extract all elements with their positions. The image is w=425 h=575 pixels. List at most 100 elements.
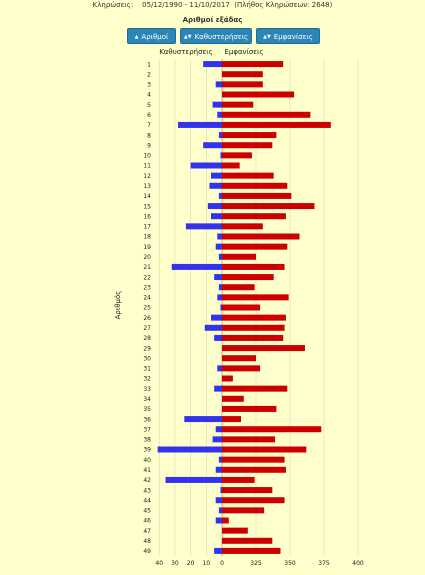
- category-label: 41: [143, 467, 151, 474]
- category-label: 42: [143, 477, 151, 484]
- appearance-bar: [222, 385, 288, 392]
- category-label: 18: [143, 234, 151, 241]
- appearance-bar: [222, 263, 285, 270]
- x-tick-label: 375: [318, 560, 330, 567]
- appearance-bar: [222, 81, 263, 88]
- appearance-bar: [222, 111, 311, 118]
- category-label: 17: [143, 224, 151, 231]
- delay-bar: [204, 324, 222, 331]
- category-label: 4: [147, 92, 151, 99]
- sort-numbers-button[interactable]: ▲ Αριθμοί: [127, 28, 176, 44]
- category-label: 11: [143, 163, 151, 170]
- category-label: 1: [147, 61, 151, 68]
- delay-bar: [217, 294, 222, 301]
- category-label: 10: [143, 153, 151, 160]
- category-label: 23: [143, 284, 151, 291]
- category-label: 16: [143, 213, 151, 220]
- category-label: 44: [143, 497, 151, 504]
- delay-bar: [215, 81, 222, 88]
- appearance-bar: [222, 152, 252, 159]
- sort-delays-label: Καθυστερήσεις: [194, 33, 249, 41]
- delays-header: Καθυστερήσεις: [159, 48, 213, 56]
- appearance-bar: [222, 436, 276, 443]
- delay-bar: [215, 466, 222, 473]
- sort-icon: ▲▼: [263, 34, 271, 40]
- appearance-bar: [222, 61, 284, 68]
- draw-count: (Πλήθος Κληρώσεων: 2648): [234, 1, 333, 9]
- delay-bar: [218, 253, 222, 260]
- category-label: 39: [143, 447, 151, 454]
- delay-bar: [217, 111, 222, 118]
- delay-bar: [184, 416, 222, 423]
- delay-bar: [190, 162, 222, 169]
- delay-bar: [220, 487, 222, 494]
- delay-bar: [217, 365, 222, 372]
- category-label: 27: [143, 325, 151, 332]
- delay-bar: [214, 334, 222, 341]
- delay-bar: [214, 547, 222, 554]
- appearance-bar: [222, 172, 274, 179]
- category-label: 33: [143, 386, 151, 393]
- category-label: 45: [143, 508, 151, 515]
- appearance-bar: [222, 253, 256, 260]
- category-label: 9: [147, 142, 151, 149]
- sort-up-icon: ▲: [134, 34, 139, 40]
- appearance-bar: [222, 547, 281, 554]
- delay-bar: [212, 436, 222, 443]
- category-label: 7: [147, 122, 151, 129]
- delay-bar: [211, 314, 222, 321]
- category-label: 43: [143, 487, 151, 494]
- appearance-bar: [222, 71, 263, 78]
- delay-bar: [218, 456, 222, 463]
- appearance-bar: [222, 487, 273, 494]
- appearance-bar: [222, 416, 242, 423]
- category-label: 30: [143, 355, 151, 362]
- delay-bar: [214, 385, 222, 392]
- category-label: 22: [143, 274, 151, 281]
- sort-icon: ▲▼: [183, 34, 192, 40]
- category-label: 49: [143, 548, 151, 555]
- appearance-bar: [222, 466, 286, 473]
- sort-appearances-button[interactable]: ▲▼ Εμφανίσεις: [256, 28, 320, 44]
- category-label: 37: [143, 426, 151, 433]
- appearance-bar: [222, 355, 256, 362]
- appearance-bar: [222, 476, 255, 483]
- category-label: 26: [143, 315, 151, 322]
- category-label: 2: [147, 71, 151, 78]
- delay-bar: [215, 243, 222, 250]
- category-label: 29: [143, 345, 151, 352]
- appearance-bar: [222, 304, 261, 311]
- appearance-bar: [222, 405, 277, 412]
- x-tick-label: 0: [220, 560, 224, 567]
- category-label: 14: [143, 193, 151, 200]
- appearance-bar: [222, 213, 286, 220]
- appearance-bar: [222, 203, 315, 210]
- delay-bar: [212, 101, 222, 108]
- appearance-bar: [222, 395, 244, 402]
- category-label: 13: [143, 183, 151, 190]
- x-tick-label: 20: [187, 560, 195, 567]
- category-label: 35: [143, 406, 151, 413]
- appearance-bar: [222, 517, 229, 524]
- category-label: 6: [147, 112, 151, 119]
- sort-numbers-label: Αριθμοί: [141, 33, 169, 41]
- category-label: 40: [143, 457, 151, 464]
- appearance-bar: [222, 91, 295, 98]
- bars: 1234567891011121314151617181920212223242…: [143, 61, 331, 555]
- appearance-bar: [222, 527, 248, 534]
- appearance-bar: [222, 537, 273, 544]
- delay-bar: [171, 263, 222, 270]
- appearance-bar: [222, 507, 265, 514]
- delay-bar: [218, 132, 222, 139]
- delay-bar: [215, 497, 222, 504]
- delay-bar: [220, 152, 222, 159]
- appearance-bar: [222, 274, 274, 281]
- category-label: 46: [143, 518, 151, 525]
- draws-label: Κληρώσεις:: [92, 1, 134, 9]
- appearance-bar: [222, 446, 307, 453]
- category-label: 20: [143, 254, 151, 261]
- category-label: 21: [143, 264, 151, 271]
- appearances-header: Εμφανίσεις: [224, 48, 263, 56]
- appearance-bar: [222, 162, 240, 169]
- sort-delays-button[interactable]: ▲▼ Καθυστερήσεις: [180, 28, 252, 44]
